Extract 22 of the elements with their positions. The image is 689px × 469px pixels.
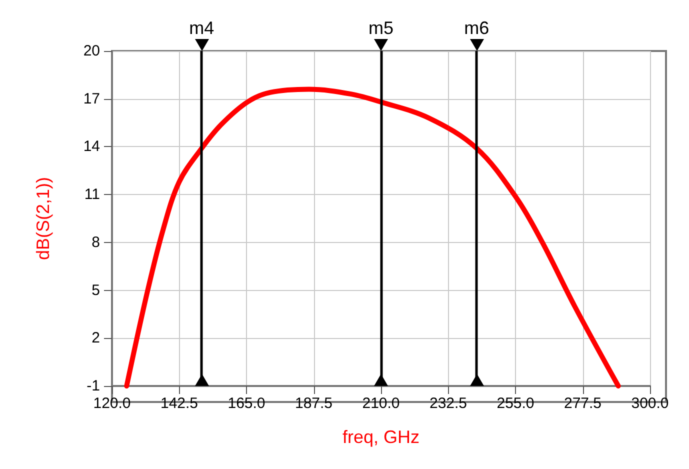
x-tick-label: 120.0 — [93, 395, 131, 412]
x-tick-label: 210.0 — [362, 395, 400, 412]
y-tick-label: 5 — [92, 282, 100, 299]
x-tick-label: 277.5 — [564, 395, 602, 412]
x-tick-label: 165.0 — [228, 395, 266, 412]
ref-line-label: m4 — [189, 18, 214, 38]
y-tick-label: -1 — [86, 378, 100, 394]
y-axis-title: dB(S(2,1)) — [33, 176, 53, 260]
x-axis-title: freq, GHz — [342, 427, 420, 447]
y-tick-label: 2 — [92, 330, 100, 347]
y-tick-label: 17 — [83, 90, 100, 108]
ref-line-label: m5 — [368, 18, 394, 38]
y-tick-label: 8 — [92, 234, 100, 251]
x-tick-label: 232.5 — [429, 395, 468, 412]
x-tick-label: 187.5 — [294, 395, 333, 412]
x-tick-label: 142.5 — [160, 395, 198, 412]
x-tick-label: 300.0 — [631, 395, 669, 412]
ref-line-label: m6 — [464, 18, 490, 38]
y-tick-label: 11 — [84, 186, 100, 204]
y-tick-label: 14 — [83, 138, 100, 156]
x-tick-label: 255.0 — [496, 395, 534, 412]
y-tick-label: 20 — [83, 42, 100, 60]
